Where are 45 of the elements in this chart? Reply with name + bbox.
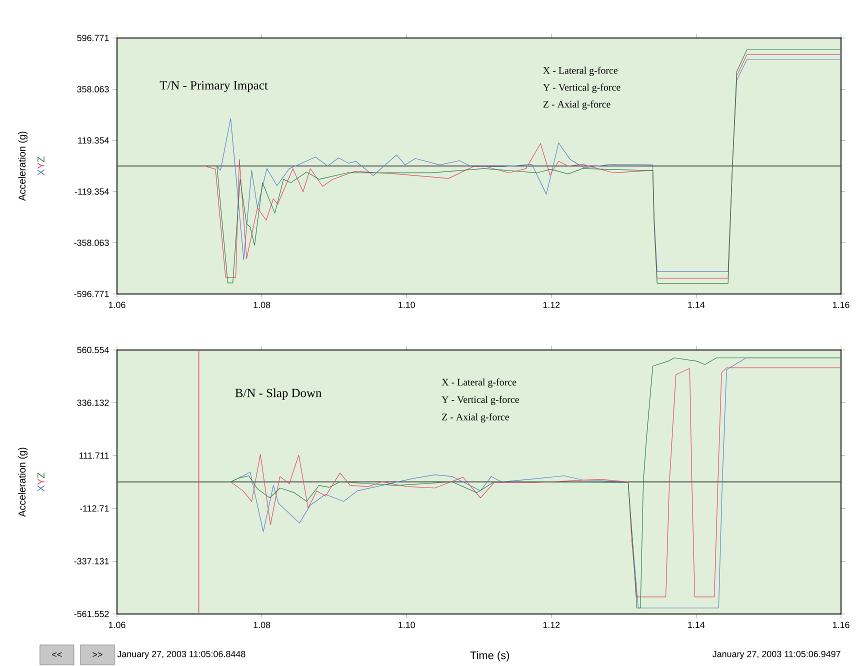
y-tick-label: 596.771 xyxy=(77,34,109,42)
y-tick-label: 358.063 xyxy=(77,86,109,92)
text: Z xyxy=(38,472,44,478)
y-tick-label: -337.131 xyxy=(74,558,109,564)
x-tick-label: 1.10 xyxy=(398,302,415,308)
y-tick-label: -561.552 xyxy=(74,610,109,618)
annotation: Z - Axial g-force xyxy=(442,413,509,422)
annotation: X - Lateral g-force xyxy=(543,66,618,76)
text: Y xyxy=(38,478,44,485)
x-tick-label: 1.14 xyxy=(688,302,705,308)
y-tick-label: -358.063 xyxy=(74,240,109,246)
x-tick-label: 1.16 xyxy=(832,302,850,308)
x-tick-label: 1.16 xyxy=(832,622,850,628)
y-tick-label: -112.71 xyxy=(80,505,109,512)
text: T/N - Primary Impact xyxy=(160,81,268,92)
x-tick-label: 1.12 xyxy=(543,622,560,628)
y-tick-label: 560.554 xyxy=(77,346,109,354)
y-tick-label: -119.354 xyxy=(74,188,109,195)
x-axis-title: Time (s) xyxy=(470,651,510,662)
y-tick-label: 336.132 xyxy=(77,400,109,406)
text: January 27, 2003 11:05:06.9497 xyxy=(712,650,840,659)
annotation: X - Lateral g-force xyxy=(442,378,516,388)
annotation: Y - Vertical g-force xyxy=(543,84,620,93)
text: X xyxy=(38,485,44,492)
y-axis-title: Acceleration (g) xyxy=(18,132,28,201)
annotation: Y - Vertical g-force xyxy=(442,396,519,406)
y-tick-label: 111.711 xyxy=(80,452,109,459)
x-tick-label: 1.08 xyxy=(254,622,270,628)
x-tick-label: 1.06 xyxy=(108,302,126,308)
y-tick-label: -596.771 xyxy=(74,290,109,298)
text: << xyxy=(52,652,62,657)
y-axis-title: Acceleration (g) xyxy=(18,448,28,517)
y-tick-label: 119.354 xyxy=(78,137,109,144)
text: X xyxy=(38,169,44,176)
x-tick-label: 1.06 xyxy=(108,622,126,628)
x-tick-label: 1.14 xyxy=(688,622,705,628)
text: Y xyxy=(38,162,44,169)
text: >> xyxy=(92,652,102,657)
annotation: Z - Axial g-force xyxy=(543,100,610,110)
text: Z xyxy=(38,156,44,162)
text: January 27, 2003 11:05:06.8448 xyxy=(117,650,246,659)
x-tick-label: 1.10 xyxy=(398,622,415,628)
x-tick-label: 1.08 xyxy=(254,302,270,308)
text: B/N - Slap Down xyxy=(235,388,322,400)
x-tick-label: 1.12 xyxy=(543,302,560,308)
